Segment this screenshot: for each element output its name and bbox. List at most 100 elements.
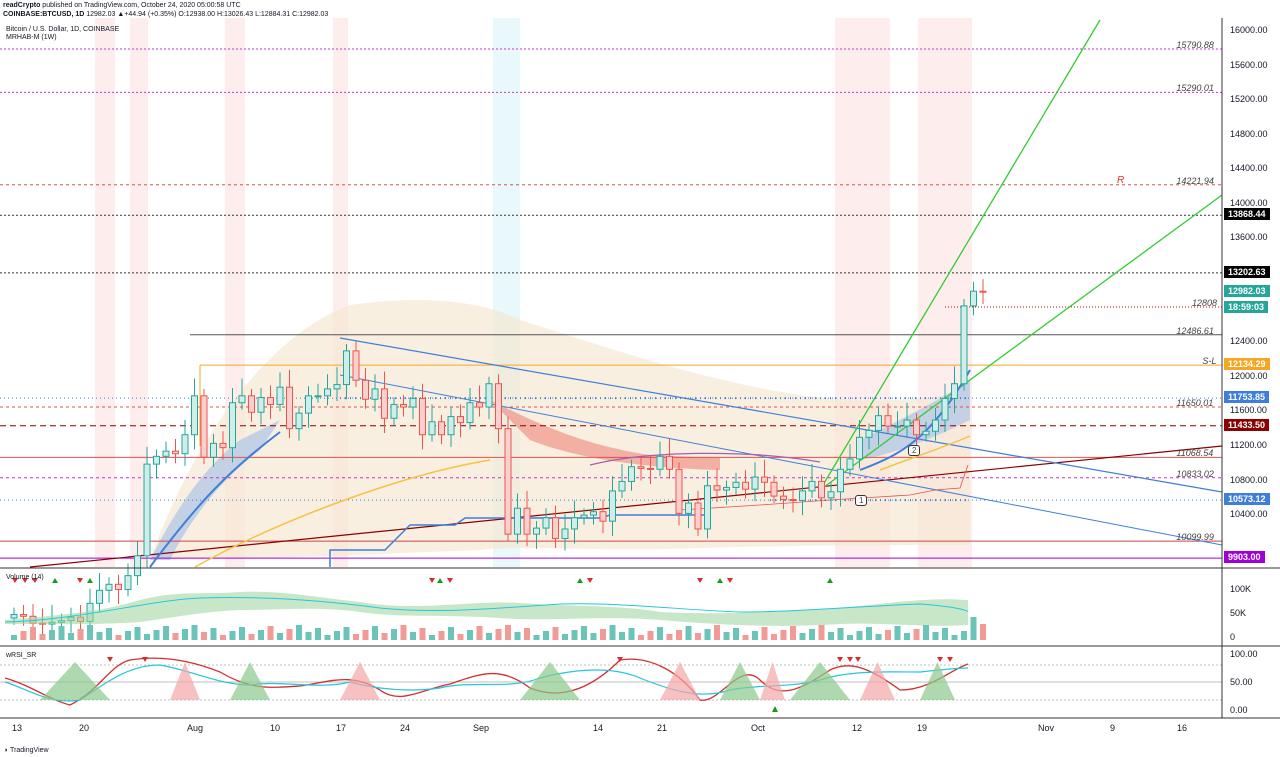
volume-bar xyxy=(942,628,948,640)
volume-bar xyxy=(704,629,711,640)
volume-bar xyxy=(923,625,929,640)
rsi-swing-7 xyxy=(760,662,785,700)
time-tick: 16 xyxy=(1177,723,1188,733)
level-note: S-L xyxy=(1202,356,1217,367)
price-tick: 10400.00 xyxy=(1230,509,1268,520)
volume-bar xyxy=(657,627,663,640)
price-label: 12134.29 xyxy=(1224,358,1270,371)
volume-bar xyxy=(220,635,226,640)
level-note: 15290.01 xyxy=(1176,83,1214,94)
volume-bar xyxy=(980,624,986,640)
candle-body xyxy=(390,403,398,419)
volume-bar xyxy=(562,634,568,640)
rsi-swing-1 xyxy=(170,662,200,700)
volume-bar xyxy=(875,634,882,640)
candle-body xyxy=(409,397,417,408)
volume-bar xyxy=(685,626,692,640)
time-tick: Sep xyxy=(473,723,490,733)
volume-bar xyxy=(600,629,606,640)
candle-body xyxy=(609,490,616,522)
rsi-swing-5 xyxy=(660,662,700,700)
fan-line-steep xyxy=(819,19,1101,491)
price-label: 13202.63 xyxy=(1224,265,1270,278)
candle-body xyxy=(571,517,578,530)
candle-body xyxy=(751,476,759,490)
volume-bar xyxy=(353,634,359,640)
candle-body xyxy=(761,476,768,483)
candle-body xyxy=(210,442,217,458)
rsi-signal-down-1 xyxy=(142,657,148,662)
volume-bar xyxy=(638,635,644,640)
volume-bar xyxy=(153,630,160,640)
volume-bar xyxy=(448,627,454,640)
candle-body xyxy=(770,481,778,497)
candle-body xyxy=(884,415,892,427)
volume-bar xyxy=(847,635,853,640)
candle-body xyxy=(542,517,550,529)
volume-bar xyxy=(590,633,597,640)
candle-body xyxy=(960,305,968,385)
level-note: 15790.88 xyxy=(1176,40,1214,51)
candle-body xyxy=(808,480,816,492)
price-tick: 14800.00 xyxy=(1230,128,1268,139)
candle-body xyxy=(267,397,274,405)
price-tick: 16000.00 xyxy=(1230,24,1268,35)
candle-body xyxy=(485,383,493,408)
symbol-text: COINBASE:BTCUSD, 1D xyxy=(3,11,85,18)
volume-bar xyxy=(115,635,122,640)
volume-bar xyxy=(894,626,901,640)
volume-bar xyxy=(362,630,369,640)
price-tick: 15200.00 xyxy=(1230,94,1268,105)
time-tick: Oct xyxy=(751,723,766,733)
volume-bar xyxy=(733,628,739,640)
time-tick: 24 xyxy=(400,723,411,733)
time-tick: 9 xyxy=(1110,723,1116,733)
rsi-signal-down-2 xyxy=(617,657,623,662)
candle-body xyxy=(457,416,464,424)
tradingview-logo-icon: ◗ xyxy=(4,747,11,754)
price-tick: 11200.00 xyxy=(1230,439,1267,450)
publisher-name: readCrypto xyxy=(3,2,41,9)
volume-bar xyxy=(467,630,473,640)
chart-legend: Bitcoin / U.S. Dollar, 1D, COINBASE MRHA… xyxy=(6,26,119,42)
volume-bar xyxy=(239,627,245,640)
candle-body xyxy=(333,384,341,390)
time-tick: 21 xyxy=(657,723,668,733)
candle-body xyxy=(314,395,322,398)
price-tick: 15600.00 xyxy=(1230,59,1268,70)
red-thin-line xyxy=(679,464,969,511)
candle-body xyxy=(666,455,673,470)
rsi-signal-down-3 xyxy=(837,657,843,662)
candle-body xyxy=(675,468,683,514)
volume-bar xyxy=(315,628,321,640)
candle-body xyxy=(229,402,236,449)
rsi-signal-down-5 xyxy=(855,657,861,662)
volume-bar xyxy=(790,626,796,640)
candle-body xyxy=(856,436,863,460)
rsi-swing-3 xyxy=(340,662,380,700)
candle-body xyxy=(191,395,198,436)
callout-2: 2 xyxy=(908,445,921,456)
orange-ma-right xyxy=(879,435,971,471)
volume-bar xyxy=(11,635,17,640)
candle-body xyxy=(276,386,284,405)
volume-bar xyxy=(961,631,967,640)
time-tick: 13 xyxy=(12,723,23,733)
time-tick: Nov xyxy=(1038,723,1055,733)
volume-bar xyxy=(904,633,910,640)
level-note: 14221.94 xyxy=(1176,175,1214,186)
volume-bar xyxy=(970,617,977,640)
candle-body xyxy=(875,415,882,431)
legend-indicator: MRHAB-M (1W) xyxy=(6,34,57,41)
volume-bar xyxy=(410,632,416,640)
volume-bar xyxy=(752,631,758,640)
volume-bar xyxy=(837,628,844,640)
volume-bar xyxy=(457,634,464,640)
volume-bar xyxy=(334,631,340,640)
price-tick: 10800.00 xyxy=(1230,474,1268,485)
volume-bar xyxy=(49,630,55,640)
candle-body xyxy=(419,397,426,436)
volume-bar xyxy=(571,630,578,640)
candle-body xyxy=(561,528,569,539)
